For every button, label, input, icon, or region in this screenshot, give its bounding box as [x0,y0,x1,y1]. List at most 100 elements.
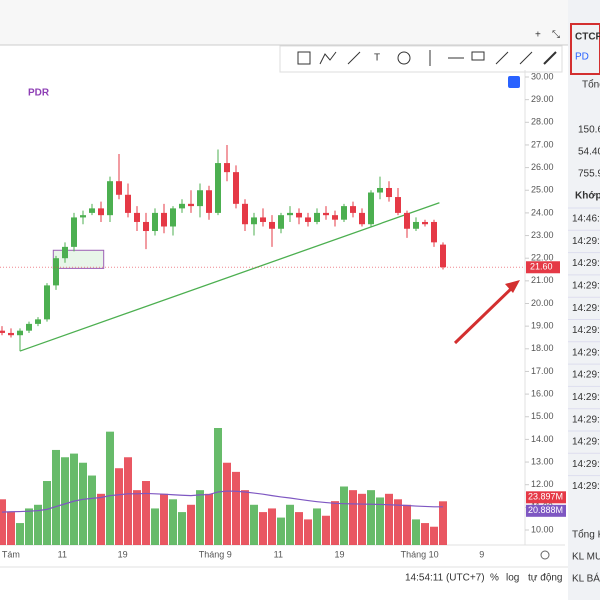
panel-bottom: KL MU [572,552,600,563]
tool-text[interactable]: T [374,53,380,64]
y-tick-label: 30.00 [531,71,554,81]
candle-body [269,221,275,229]
volume-bar [313,508,321,545]
y-tick-label: 21.00 [531,275,554,285]
y-tick-label: 10.00 [531,524,554,534]
volume-tag [526,504,566,517]
y-tick-label: 27.00 [531,139,554,149]
candle-body [251,217,257,225]
x-tick-label: 19 [334,549,344,559]
volume-label: 23.897M [528,492,563,502]
x-tick-label: Tháng 9 [199,549,232,559]
candle-body [134,212,140,222]
tool-line[interactable] [347,51,361,65]
candle-body [53,258,59,286]
y-tick-label: 15.00 [531,411,554,421]
tool-rect[interactable] [297,51,311,65]
candle-body [368,192,374,225]
volume-bar [169,499,177,545]
panel-match: Khớp [575,191,600,202]
volume-bar [97,493,105,545]
candle-body [206,190,212,213]
x-tick-label: ng Tám [0,549,20,559]
candle-body [233,172,239,204]
panel-time: 14:29: [572,236,600,247]
candle-body [314,212,320,222]
candle-body [404,212,410,229]
y-tick-label: 22.00 [531,253,554,263]
candle-body [8,332,14,336]
arrow-head [505,280,520,293]
collapse-icon[interactable]: ⤡ [552,30,560,41]
volume-tag [526,491,566,504]
candle-body [332,215,338,220]
candle-body [323,212,329,216]
settings-icon[interactable] [540,550,550,560]
plot [0,144,447,545]
tool-pen[interactable] [543,51,557,65]
footer-log[interactable]: log [506,573,519,584]
volume-bar [250,504,258,545]
candle-body [71,217,77,247]
candle-body [296,212,302,218]
volume-bar [403,504,411,545]
volume-bar [394,499,402,545]
y-tick-label: 16.00 [531,388,554,398]
candle-body [188,203,194,207]
panel-time: 14:29: [572,437,600,448]
candle-body [224,163,230,173]
volume-bar [295,512,303,545]
volume-bar [286,504,294,545]
toolbar-box [279,45,563,73]
volume-bar [88,475,96,545]
volume-bar [115,468,123,545]
symbol: PDR [28,88,50,99]
candle-body [341,206,347,220]
candle-body [0,330,5,333]
volume-bar [160,493,168,545]
add-icon[interactable]: + [535,30,541,41]
footer-auto[interactable]: tự động [528,573,563,584]
footer-time: 14:54:11 (UTC+7) [405,573,485,584]
x-tick-label: 11 [274,549,283,559]
candle-body [170,208,176,227]
panel-number: 755.9 [578,169,600,180]
y-tick-label: 19.00 [531,321,554,331]
volume-bar [34,504,42,545]
footer-percent[interactable]: % [490,573,499,584]
y-tick-label: 18.00 [531,343,554,353]
y-tick-label: 25.00 [531,185,554,195]
volume-bar [277,517,285,545]
tool-note[interactable] [471,51,485,61]
volume-bar [358,493,366,545]
volume-bar [79,462,87,545]
highlight-box [570,23,600,75]
y-tick-label: 26.00 [531,162,554,172]
y-tick-label: 14.00 [531,434,554,444]
y-tick-label: 17.00 [531,366,554,376]
volume-bar [106,431,114,545]
volume-bar [52,449,60,545]
candle-body [62,246,68,259]
volume-bar [385,493,393,545]
candle-body [350,206,356,213]
y-tick-label: 29.00 [531,94,554,104]
volume-bar [25,508,33,545]
tool-ray[interactable] [495,51,509,65]
candle-body [179,203,185,209]
volume-bar [187,504,195,545]
tool-brush[interactable] [519,51,533,65]
panel-title: CTCP [575,32,600,43]
volume-bar [430,526,438,545]
sync-button[interactable] [508,76,520,88]
volume-bar [376,497,384,545]
tool-circle[interactable] [397,51,411,65]
volume-bar [124,457,132,545]
candle-body [161,212,167,227]
volume-bar [223,462,231,545]
candle-body [26,323,32,331]
tool-path[interactable] [319,51,337,65]
volume-bar [16,523,24,545]
y-tick-label: 20.00 [531,298,554,308]
